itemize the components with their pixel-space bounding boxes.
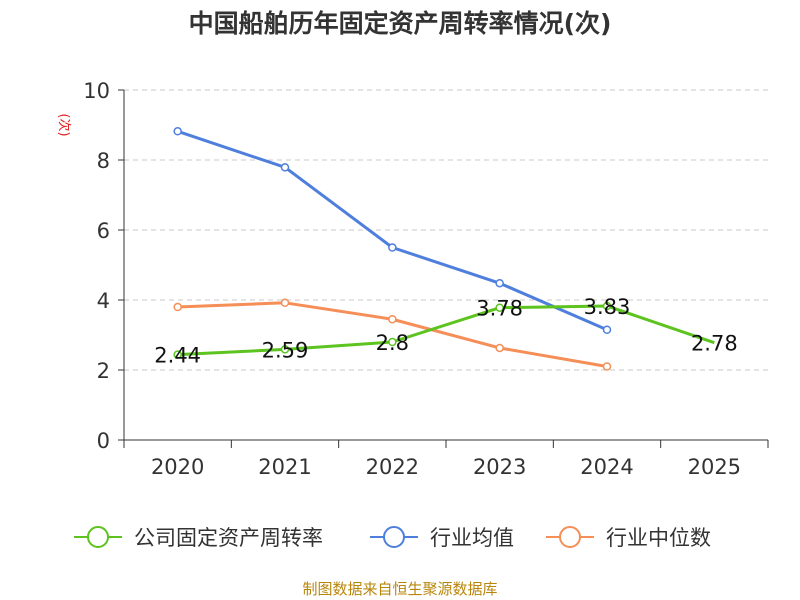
- x-tick-label: 2024: [580, 455, 633, 479]
- legend-label: 公司固定资产周转率: [134, 526, 323, 550]
- data-label: 2.44: [154, 344, 201, 368]
- data-point: [173, 127, 182, 136]
- x-tick-label: 2020: [151, 455, 204, 479]
- legend-marker: [87, 526, 109, 548]
- data-point: [388, 337, 397, 347]
- data-label: 2.8: [376, 331, 409, 355]
- axes: 0 2 4 6 8 10 2020 2021 2022 2023 2024 2025: [83, 79, 769, 479]
- data-point: [173, 302, 182, 312]
- series-layer: 2.44 2.59 2.8 3.78 3.83 2.78: [154, 127, 738, 371]
- data-point: [173, 350, 182, 359]
- y-tick-label: 2: [97, 359, 110, 383]
- data-point: [388, 315, 397, 324]
- data-label: 2.78: [691, 332, 738, 356]
- data-point: [602, 301, 612, 311]
- data-point: [602, 362, 612, 371]
- data-label: 2.59: [262, 338, 309, 362]
- x-tick-label: 2023: [473, 455, 526, 479]
- chart-title: 中国船舶历年固定资产周转率情况(次): [188, 9, 612, 38]
- y-tick-label: 6: [97, 219, 110, 243]
- data-point: [280, 163, 290, 172]
- data-point: [495, 343, 504, 353]
- y-tick-label: 4: [97, 289, 110, 313]
- data-point: [495, 278, 504, 288]
- data-point: [388, 243, 397, 252]
- legend-marker: [559, 526, 581, 548]
- x-tick-label: 2025: [688, 455, 741, 479]
- legend-marker: [383, 526, 405, 548]
- legend-label: 行业均值: [430, 526, 514, 550]
- legend-label: 行业中位数: [606, 526, 711, 550]
- y-tick-label: 10: [83, 79, 110, 103]
- data-point: [495, 303, 504, 312]
- legend: 公司固定资产周转率 行业均值 行业中位数: [74, 526, 711, 550]
- data-point: [280, 345, 290, 354]
- series-line: [177, 304, 715, 357]
- data-point: [280, 298, 290, 308]
- data-point: [602, 325, 612, 334]
- data-label: 3.78: [476, 297, 523, 321]
- y-tick-label: 8: [97, 149, 110, 173]
- x-tick-label: 2021: [258, 455, 311, 479]
- x-tick-label: 2022: [366, 455, 419, 479]
- data-source-footer: 制图数据来自恒生聚源数据库: [302, 580, 498, 598]
- y-axis-label: (次): [56, 113, 72, 136]
- y-tick-label: 0: [97, 429, 110, 453]
- data-label: 3.83: [584, 295, 631, 319]
